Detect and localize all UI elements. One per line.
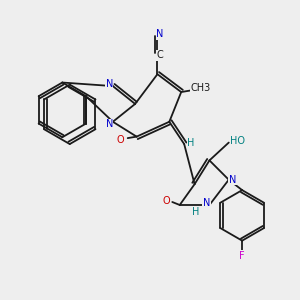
Text: HO: HO [230, 136, 245, 146]
Text: O: O [163, 196, 170, 206]
Text: CH3: CH3 [190, 82, 211, 93]
Text: N: N [156, 29, 164, 39]
Text: N: N [229, 175, 236, 185]
Text: H: H [192, 207, 200, 218]
Text: N: N [106, 119, 113, 129]
Text: N: N [203, 199, 210, 208]
Text: N: N [106, 79, 113, 89]
Text: H: H [187, 138, 194, 148]
Text: O: O [116, 135, 124, 145]
Text: C: C [156, 50, 163, 61]
Text: F: F [239, 250, 245, 260]
